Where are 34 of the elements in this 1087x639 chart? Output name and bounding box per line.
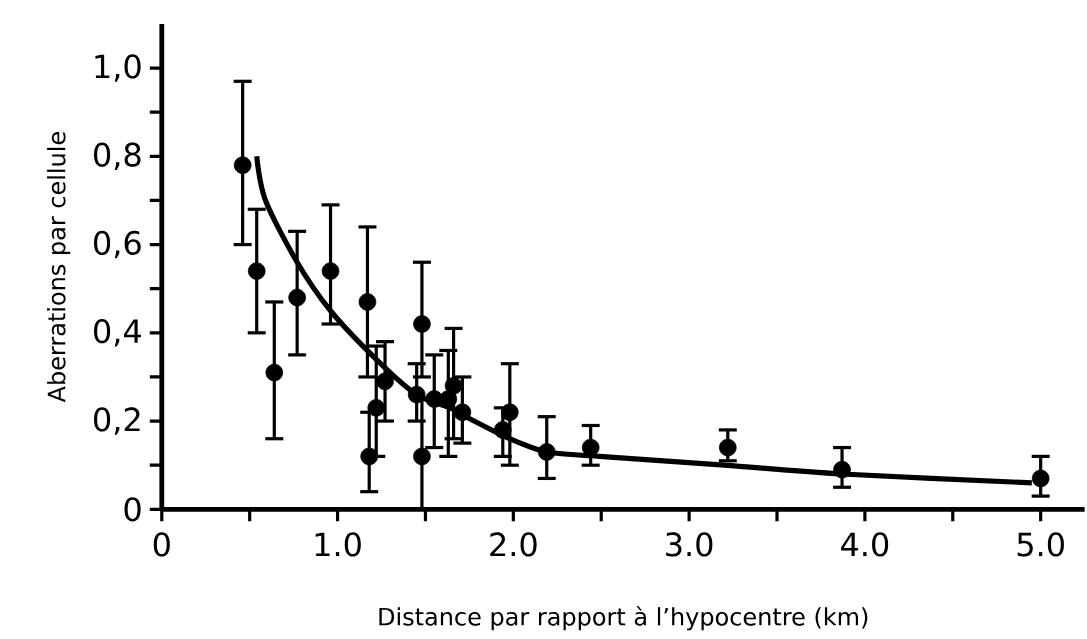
x-tick-label: 0 [153,532,170,557]
point [444,376,463,395]
x-tick-label: 4.0 [841,532,889,557]
point [413,315,431,333]
y-tick-label: 0,4 [94,319,141,347]
x-tick-label: 3.0 [666,532,713,557]
x-axis-title: Distance par rapport à l’hypocentre (km) [379,606,868,631]
point [288,288,306,307]
y-tick-label: 0 [124,497,141,522]
point [233,156,252,174]
y-tick-label: 0,2 [94,407,140,435]
point [537,443,556,461]
point [376,372,394,391]
point [247,262,266,280]
x-tick-label: 1.0 [315,532,361,557]
point [413,447,431,466]
point [407,385,426,404]
y-tick-label: 0,6 [94,230,141,259]
point [360,447,378,466]
x-tick-label: 5.0 [1017,532,1064,557]
point [453,403,472,421]
y-tick-label: 0,8 [94,142,141,170]
point [367,398,386,417]
x-tick-label: 2.0 [490,532,537,557]
point [494,421,512,439]
point [719,438,737,457]
point [321,262,340,280]
point [501,403,519,421]
point [358,293,377,311]
point [1031,469,1050,488]
point [265,363,284,382]
y-axis-title: Aberrations par cellule [47,132,71,403]
point [833,460,851,479]
y-tick-label: 1,0 [95,54,141,82]
